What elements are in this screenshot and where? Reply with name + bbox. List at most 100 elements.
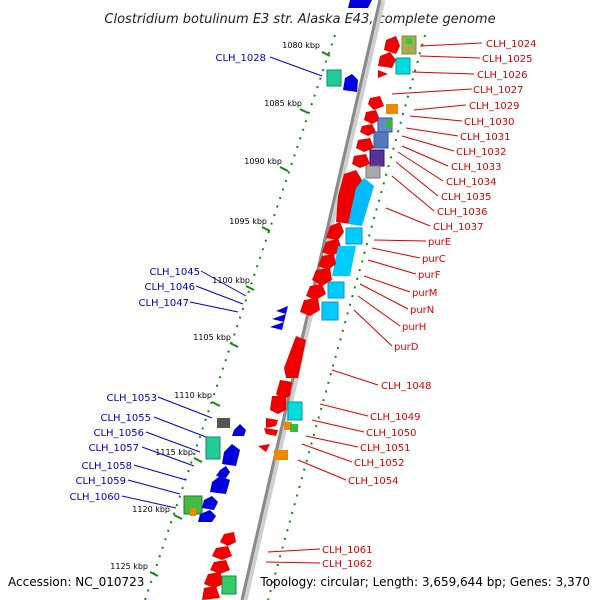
left-leader-lines bbox=[121, 56, 323, 509]
gene-arrow-forward bbox=[312, 268, 332, 286]
gene-box-cyan-green bbox=[205, 436, 221, 460]
gene-label[interactable]: purM bbox=[412, 288, 437, 299]
gene-label[interactable]: CLH_1045 bbox=[149, 267, 200, 278]
gene-label[interactable]: CLH_1037 bbox=[433, 222, 484, 233]
gene-box-slate bbox=[373, 131, 389, 149]
gene-label[interactable]: CLH_1054 bbox=[348, 476, 399, 487]
gene-label[interactable]: CLH_1053 bbox=[106, 393, 157, 404]
gene-label[interactable]: CLH_1035 bbox=[441, 192, 492, 203]
gene-arrow-forward bbox=[378, 70, 388, 78]
gene-label[interactable]: CLH_1052 bbox=[354, 458, 405, 469]
gene-label[interactable]: CLH_1062 bbox=[322, 559, 373, 570]
gene-arrow-reverse bbox=[270, 322, 284, 330]
gene-label[interactable]: CLH_1034 bbox=[446, 177, 497, 188]
gene-arrow-reverse bbox=[276, 306, 288, 314]
kbp-label: 1100 kbp bbox=[212, 276, 250, 285]
gene-arrow-forward bbox=[276, 380, 292, 400]
left-track bbox=[144, 34, 336, 600]
gene-arrow-forward bbox=[352, 154, 370, 168]
kbp-label: 1080 kbp bbox=[282, 41, 320, 50]
gene-arrow-forward bbox=[306, 284, 326, 300]
gene-label[interactable]: purH bbox=[402, 322, 426, 333]
gene-label[interactable]: CLH_1051 bbox=[360, 443, 411, 454]
gene-arrow-reverse bbox=[210, 476, 230, 494]
forward-strand-features bbox=[202, 35, 417, 600]
gene-label[interactable]: CLH_1058 bbox=[81, 461, 132, 472]
gene-arrow-forward bbox=[212, 546, 232, 560]
gene-arrow-forward bbox=[336, 170, 362, 224]
gene-label[interactable]: purD bbox=[394, 342, 419, 353]
gene-label[interactable]: purC bbox=[422, 254, 446, 265]
gene-label[interactable]: CLH_1047 bbox=[138, 298, 189, 309]
gene-arrow-forward bbox=[220, 532, 236, 546]
gene-arrow-forward bbox=[378, 52, 396, 68]
gene-box-cyan bbox=[332, 246, 356, 276]
gene-label[interactable]: CLH_1031 bbox=[460, 132, 511, 143]
kbp-label: 1085 kbp bbox=[264, 99, 302, 108]
gene-arrow-forward bbox=[300, 298, 320, 316]
kbp-label: 1125 kbp bbox=[110, 562, 148, 571]
kbp-ticks bbox=[149, 51, 331, 577]
kbp-label: 1110 kbp bbox=[174, 391, 212, 400]
gene-label[interactable]: CLH_1029 bbox=[469, 101, 520, 112]
kbp-label: 1105 kbp bbox=[193, 333, 231, 342]
gene-label[interactable]: CLH_1056 bbox=[93, 428, 144, 439]
gene-box-cyan bbox=[287, 401, 303, 421]
gene-arrow-forward bbox=[204, 572, 224, 588]
gene-label[interactable]: CLH_1024 bbox=[486, 39, 537, 50]
gene-box-green bbox=[406, 38, 412, 44]
gene-arrow-forward bbox=[368, 96, 384, 110]
right-gene-labels: CLH_1024 CLH_1025 CLH_1026 CLH_1027 CLH_… bbox=[322, 39, 537, 570]
gene-label[interactable]: CLH_1036 bbox=[437, 207, 488, 218]
gene-label[interactable]: purF bbox=[418, 270, 441, 281]
gene-arrow-forward bbox=[356, 138, 374, 152]
gene-arrow-reverse bbox=[216, 466, 230, 478]
gene-label[interactable]: CLH_1028 bbox=[215, 53, 266, 64]
right-leader-lines bbox=[265, 42, 483, 564]
gene-box-cyan bbox=[345, 227, 363, 245]
gene-arrow-reverse bbox=[232, 424, 246, 436]
gene-box-orange bbox=[386, 104, 398, 114]
gene-label[interactable]: CLH_1061 bbox=[322, 545, 373, 556]
gene-label[interactable]: CLH_1050 bbox=[366, 428, 417, 439]
gene-arrow-forward bbox=[270, 396, 286, 414]
gene-label[interactable]: CLH_1059 bbox=[75, 476, 126, 487]
gene-label[interactable]: CLH_1057 bbox=[88, 443, 139, 454]
gene-label[interactable]: CLH_1048 bbox=[381, 381, 432, 392]
gene-label[interactable]: purN bbox=[410, 305, 434, 316]
map-title: Clostridium botulinum E3 str. Alaska E43… bbox=[104, 12, 495, 27]
gene-arrow-reverse bbox=[222, 444, 240, 466]
gene-label[interactable]: CLH_1025 bbox=[482, 54, 533, 65]
gene-label[interactable]: CLH_1046 bbox=[144, 282, 195, 293]
gene-arrow-forward bbox=[318, 254, 336, 270]
gene-arrow-reverse bbox=[343, 74, 358, 92]
gene-label[interactable]: CLH_1027 bbox=[473, 85, 524, 96]
gene-arrow-forward bbox=[210, 560, 230, 574]
gene-arrow-forward bbox=[258, 444, 270, 452]
gene-box-purple bbox=[369, 149, 385, 167]
gene-label[interactable]: CLH_1032 bbox=[456, 147, 507, 158]
gene-label[interactable]: purE bbox=[428, 237, 451, 248]
gene-label[interactable]: CLH_1049 bbox=[370, 412, 421, 423]
gene-box-cyan-green bbox=[326, 69, 342, 87]
left-gene-labels: CLH_1028 CLH_1045 CLH_1046 CLH_1047 CLH_… bbox=[69, 53, 266, 503]
topology-text: Topology: circular; Length: 3,659,644 bp… bbox=[259, 575, 590, 589]
gene-label[interactable]: CLH_1030 bbox=[464, 117, 515, 128]
gene-arrow-reverse bbox=[198, 510, 216, 522]
gene-label[interactable]: CLH_1055 bbox=[100, 413, 151, 424]
gene-box-green bbox=[221, 575, 237, 595]
gene-box-gray bbox=[217, 418, 230, 428]
gene-arrow-forward bbox=[264, 428, 278, 436]
gene-label[interactable]: CLH_1033 bbox=[451, 162, 502, 173]
gene-arrow-forward bbox=[364, 110, 380, 124]
kbp-label: 1115 kbp bbox=[155, 448, 193, 457]
gene-arrow-forward bbox=[326, 222, 344, 240]
gene-label[interactable]: CLH_1060 bbox=[69, 492, 120, 503]
gene-box-gray bbox=[365, 165, 381, 179]
gene-label[interactable]: CLH_1026 bbox=[477, 70, 528, 81]
gene-arrow-forward bbox=[202, 586, 220, 600]
gene-box-cyan bbox=[348, 178, 374, 226]
kbp-label: 1095 kbp bbox=[229, 217, 267, 226]
